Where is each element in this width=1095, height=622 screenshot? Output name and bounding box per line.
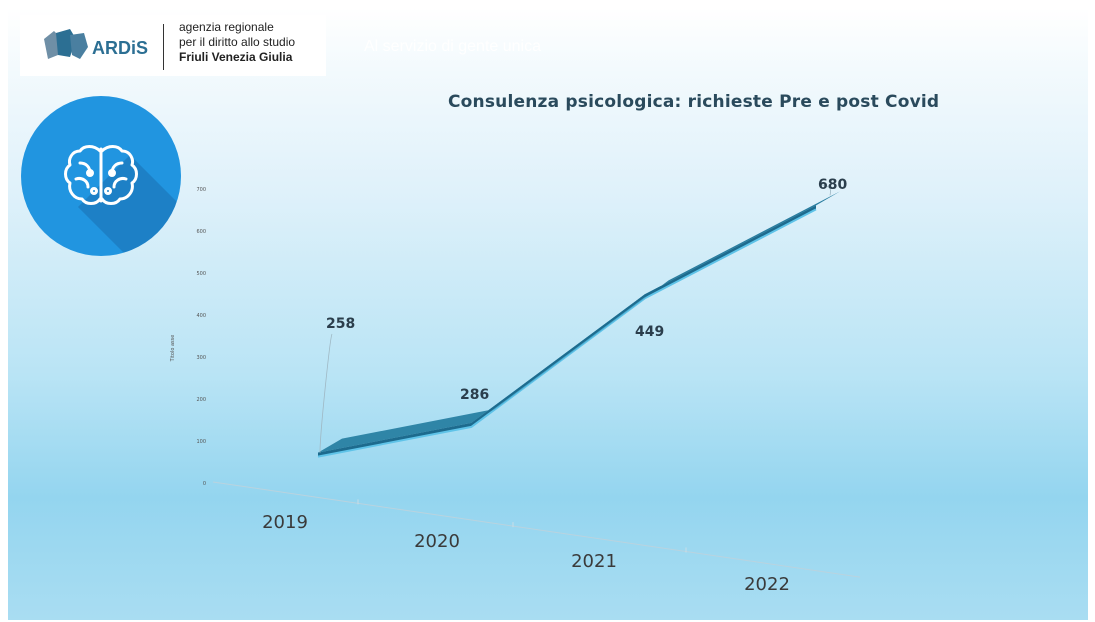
data-label: 680 bbox=[818, 177, 847, 193]
y-tick-label: 300 bbox=[196, 355, 206, 361]
y-tick-label: 400 bbox=[196, 313, 206, 319]
chart: 0 100 200 300 400 500 600 700 Titolo asse 2019 20… bbox=[170, 177, 861, 595]
tagline: Al servizio di gente unica bbox=[364, 38, 541, 55]
chart-title: Consulenza psicologica: richieste Pre e … bbox=[448, 92, 940, 112]
y-tick-label: 0 bbox=[203, 481, 206, 487]
slide: ARDiS agenzia regionale per il diritto a… bbox=[8, 8, 1088, 620]
brain-icon-badge bbox=[21, 96, 181, 256]
organization-name: agenzia regionale per il diritto allo st… bbox=[179, 20, 295, 65]
y-tick-label: 500 bbox=[196, 271, 206, 277]
org-line-2: per il diritto allo studio bbox=[179, 35, 296, 49]
x-axis-line bbox=[212, 481, 861, 578]
brain-icon bbox=[64, 145, 138, 205]
logo-wordmark: ARDiS bbox=[92, 38, 149, 58]
x-category-label: 2021 bbox=[571, 551, 617, 572]
data-label: 286 bbox=[460, 387, 489, 403]
y-tick-label: 200 bbox=[196, 397, 206, 403]
org-line-1: agenzia regionale bbox=[179, 20, 274, 34]
ardis-logo-icon bbox=[44, 29, 88, 59]
x-category-label: 2022 bbox=[744, 574, 790, 595]
data-label: 449 bbox=[635, 324, 664, 340]
y-tick-label: 700 bbox=[196, 187, 206, 193]
data-label-leader bbox=[319, 333, 333, 453]
logo-separator bbox=[163, 24, 164, 70]
x-category-label: 2020 bbox=[414, 531, 460, 552]
y-tick-label: 600 bbox=[196, 229, 206, 235]
x-category-label: 2019 bbox=[262, 512, 308, 533]
logo-box: ARDiS agenzia regionale per il diritto a… bbox=[20, 15, 326, 76]
y-tick-label: 100 bbox=[196, 439, 206, 445]
y-axis-title: Titolo asse bbox=[170, 335, 176, 363]
data-label: 258 bbox=[326, 316, 355, 332]
ribbon-surface bbox=[318, 191, 840, 453]
org-line-3: Friuli Venezia Giulia bbox=[179, 50, 293, 64]
ribbon-highlight bbox=[317, 208, 817, 458]
data-label-leader bbox=[820, 182, 831, 196]
